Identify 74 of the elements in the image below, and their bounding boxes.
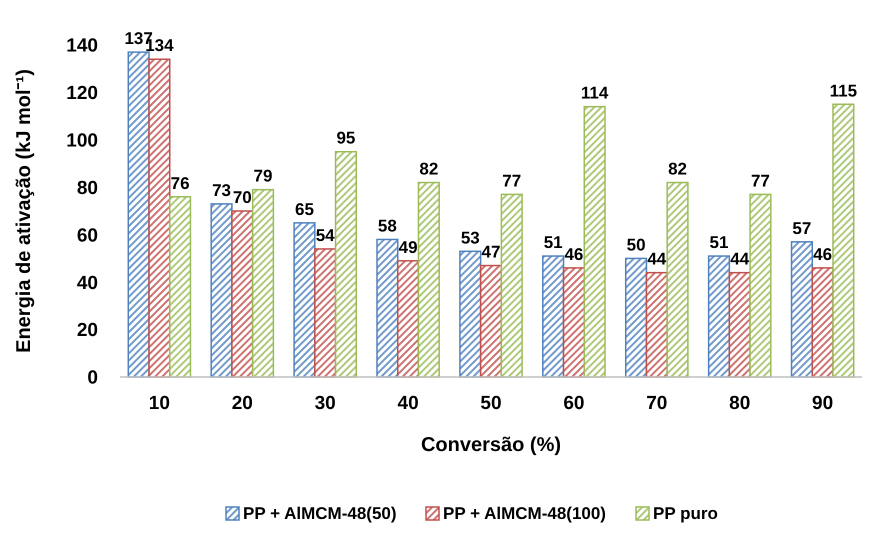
bar	[293, 222, 316, 378]
bar	[168, 196, 192, 378]
bar	[418, 182, 440, 378]
data-label: 82	[668, 160, 687, 179]
bar	[314, 248, 336, 378]
data-label: 95	[336, 128, 356, 148]
bar	[542, 255, 564, 378]
data-label: 50	[626, 235, 646, 254]
bar	[376, 238, 398, 378]
y-tick-label: 0	[87, 368, 98, 389]
bar	[749, 194, 772, 378]
x-tick-label: 20	[232, 393, 253, 414]
y-tick-label: 140	[66, 36, 98, 57]
bar	[148, 58, 170, 378]
data-label: 51	[710, 233, 728, 252]
data-label: 47	[482, 242, 500, 262]
data-label: 54	[316, 226, 336, 245]
bar	[584, 106, 606, 378]
y-tick-label: 80	[76, 178, 98, 199]
bar	[790, 241, 814, 378]
bar	[334, 150, 358, 378]
bar	[666, 182, 689, 378]
bar	[231, 210, 254, 378]
bar	[128, 51, 150, 378]
data-label: 73	[212, 180, 232, 200]
bar	[396, 260, 420, 378]
y-tick-label: 20	[76, 320, 98, 342]
bar	[459, 250, 482, 378]
data-label: 65	[295, 200, 314, 219]
bar	[832, 104, 854, 378]
x-tick-label: 60	[563, 393, 584, 414]
data-label: 70	[232, 188, 252, 207]
bar	[624, 258, 648, 378]
legend-label: PP puro	[653, 504, 718, 523]
x-tick-label: 30	[314, 393, 336, 414]
bar	[708, 255, 730, 378]
data-label: 114	[580, 84, 609, 103]
data-label: 46	[813, 244, 832, 264]
bar	[500, 194, 523, 378]
y-tick-label: 120	[66, 83, 98, 104]
x-tick-label: 10	[148, 393, 170, 414]
data-label: 115	[830, 81, 858, 100]
data-label: 49	[398, 238, 418, 257]
bar	[480, 264, 502, 378]
x-tick-label: 70	[646, 393, 668, 414]
bar	[252, 188, 274, 378]
x-axis-title: Conversão (%)	[420, 434, 562, 456]
legend-label: PP + AlMCM-48(100)	[443, 504, 606, 523]
data-label: 44	[730, 250, 750, 269]
data-label: 76	[170, 174, 190, 193]
data-label: 77	[750, 171, 770, 190]
y-tick-label: 60	[76, 225, 98, 246]
data-label: 57	[792, 218, 812, 238]
x-tick-label: 80	[729, 393, 750, 414]
bar	[646, 272, 668, 378]
bar	[812, 267, 834, 378]
bar	[210, 203, 233, 378]
data-label: 53	[460, 228, 480, 248]
data-label: 44	[647, 250, 667, 269]
data-label: 46	[564, 244, 584, 264]
legend-label: PP + AlMCM-48(50)	[243, 504, 397, 523]
bar	[562, 267, 586, 378]
data-label: 79	[254, 166, 272, 186]
x-tick-label: 90	[812, 393, 834, 414]
data-label: 77	[502, 171, 522, 190]
bar	[728, 272, 751, 378]
y-tick-label: 40	[76, 272, 98, 294]
data-label: 51	[544, 233, 563, 252]
y-tick-label: 100	[66, 130, 98, 152]
data-label: 58	[378, 216, 397, 236]
y-axis-title: Energia de ativação (kJ mol⁻¹)	[13, 69, 35, 353]
x-tick-label: 50	[480, 393, 502, 414]
data-label: 82	[419, 160, 438, 179]
x-tick-label: 40	[398, 393, 419, 414]
